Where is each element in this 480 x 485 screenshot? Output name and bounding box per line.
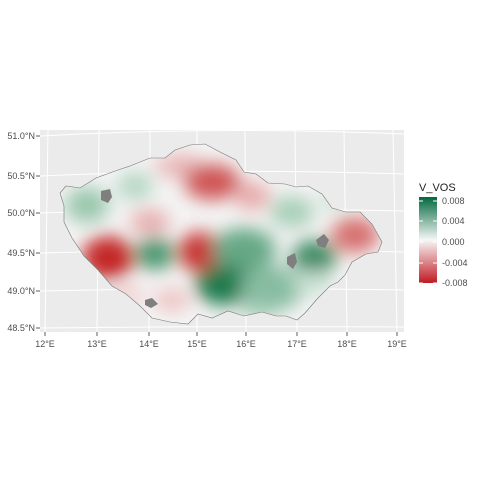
field-blobs (65, 154, 379, 318)
lon-tick-label: 16°E (236, 339, 256, 349)
legend-colorbar (419, 197, 437, 283)
field-blob (130, 210, 170, 234)
lat-tick-label: 51.0°N (7, 131, 35, 141)
gridline-lat (39, 326, 405, 329)
lon-tick-label: 19°E (387, 339, 407, 349)
field-blob (240, 266, 304, 310)
field-blob (135, 238, 175, 270)
lat-tick-label: 50.5°N (7, 171, 35, 181)
lat-tick-label: 48.5°N (7, 323, 35, 333)
na-cells (101, 189, 329, 308)
lon-tick-label: 18°E (337, 339, 357, 349)
lat-tick-label: 49.5°N (7, 248, 35, 258)
field-blob (234, 182, 270, 210)
gridline-lat (39, 129, 405, 137)
lon-tick-label: 12°E (35, 339, 55, 349)
gridline-lon (392, 129, 398, 333)
field-blob (117, 172, 153, 200)
na-cell (316, 234, 329, 248)
legend-label: -0.008 (442, 278, 468, 288)
legend: V_VOS 0.008 0.004 0.000 -0.004 -0.008 (419, 182, 468, 288)
na-cell (287, 253, 297, 269)
longitude-axis: 12°E 13°E 14°E 15°E 16°E 17°E 18°E 19°E (35, 332, 407, 349)
lat-tick-label: 49.0°N (7, 286, 35, 296)
field-blob (184, 164, 240, 200)
lat-tick-label: 50.0°N (7, 208, 35, 218)
lon-tick-label: 14°E (139, 339, 159, 349)
field-blob (331, 217, 379, 253)
gridline-lon (44, 129, 49, 333)
field-blob (212, 228, 276, 272)
na-cell (145, 298, 158, 308)
field-blob (65, 187, 109, 223)
field-blob (195, 265, 255, 305)
legend-label: -0.004 (442, 258, 468, 268)
country-field (60, 144, 382, 324)
field-blob (154, 288, 190, 312)
lon-tick-label: 15°E (187, 339, 207, 349)
lon-tick-label: 17°E (287, 339, 307, 349)
na-cell (101, 189, 112, 203)
field-blob (270, 196, 314, 228)
field-blob (292, 240, 336, 276)
lon-tick-label: 13°E (87, 339, 107, 349)
field-blob (292, 270, 332, 294)
legend-title: V_VOS (419, 182, 456, 194)
legend-label: 0.000 (442, 237, 465, 247)
legend-label: 0.008 (442, 196, 465, 206)
latitude-axis: 51.0°N 50.5°N 50.0°N 49.5°N 49.0°N 48.5°… (7, 131, 40, 333)
legend-label: 0.004 (442, 216, 465, 226)
field-blob (178, 232, 222, 272)
